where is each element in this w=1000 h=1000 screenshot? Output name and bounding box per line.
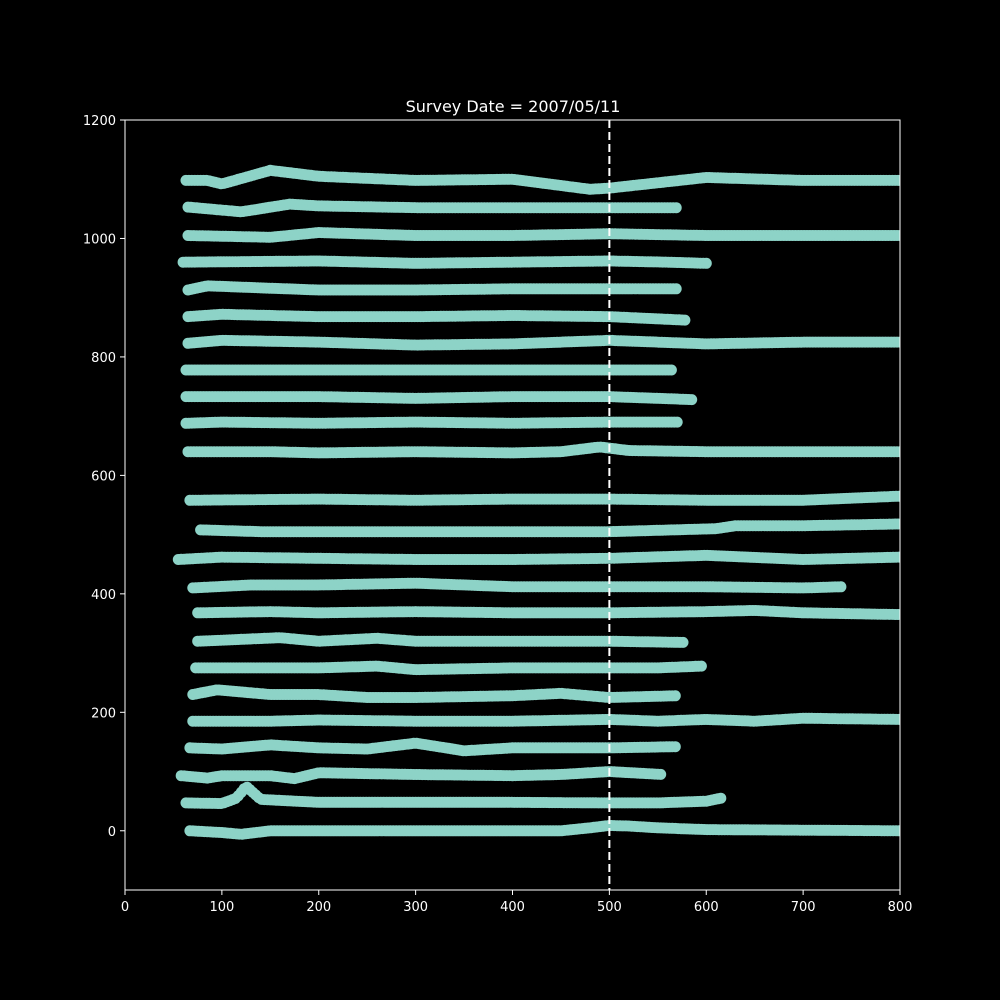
x-tick-label: 400 xyxy=(500,900,525,915)
scatter-point xyxy=(894,446,900,458)
scatter-series-track xyxy=(182,334,900,351)
y-tick-label: 1000 xyxy=(83,232,116,247)
scatter-series-track xyxy=(190,660,707,676)
scatter-point xyxy=(686,394,698,406)
axes: 0 100 200 300 400 500 600 700 800 0 200 400 600 800 10… xyxy=(83,114,913,915)
scatter-point xyxy=(894,230,900,241)
scatter-series-track xyxy=(180,364,677,376)
scatter-series-track xyxy=(192,605,900,620)
scatter-series-track xyxy=(180,164,900,195)
scatter-series-track xyxy=(187,684,681,703)
scatter-point xyxy=(695,660,707,672)
scatter-point xyxy=(670,283,682,295)
x-tick-label: 700 xyxy=(791,900,816,915)
y-tick-label: 600 xyxy=(91,469,116,484)
scatter-point xyxy=(669,690,681,702)
scatter-series-track xyxy=(172,549,900,565)
scatter-point xyxy=(893,825,900,837)
scatter-series-track xyxy=(182,308,691,326)
scatter-series-track xyxy=(180,781,727,809)
scatter-series-track xyxy=(187,712,900,727)
scatter-point xyxy=(835,581,847,593)
x-tick-label: 800 xyxy=(888,900,913,915)
scatter-series-track xyxy=(184,490,900,506)
scatter-series-track xyxy=(177,255,712,269)
scatter-point xyxy=(892,174,900,186)
x-tick-label: 600 xyxy=(694,900,719,915)
scatter-series-track xyxy=(184,737,681,757)
scatter-point xyxy=(893,713,900,725)
scatter-series-track xyxy=(195,518,900,538)
scatter-series-track xyxy=(192,632,689,648)
x-tick-label: 0 xyxy=(121,900,129,915)
scatter-point xyxy=(677,636,689,648)
y-tick-label: 400 xyxy=(91,588,116,603)
scatter-point xyxy=(671,416,683,428)
y-tick-label: 800 xyxy=(91,351,116,366)
scatter-series-track xyxy=(187,577,847,594)
scatter-point xyxy=(893,490,900,502)
scatter-series-track xyxy=(180,416,683,429)
scatter-point xyxy=(700,257,712,269)
y-tick-label: 0 xyxy=(108,825,116,840)
scatter-series-track xyxy=(184,820,900,840)
scatter-series-track xyxy=(182,280,682,296)
scatter-series-track xyxy=(182,198,682,218)
x-tick-label: 100 xyxy=(209,900,234,915)
chart-title: Survey Date = 2007/05/11 xyxy=(406,97,621,116)
scatter-point xyxy=(892,609,900,620)
scatter-point xyxy=(669,741,681,753)
scatter-point xyxy=(892,518,900,530)
scatter-series-track xyxy=(182,227,900,243)
scatter-point xyxy=(670,202,682,214)
scatter-point xyxy=(655,768,667,780)
scatter-point xyxy=(893,551,900,563)
scatter-point xyxy=(715,792,727,804)
y-tick-label: 1200 xyxy=(83,114,116,129)
scatter-series-track xyxy=(180,391,698,406)
y-tick-label: 200 xyxy=(91,706,116,721)
x-tick-label: 300 xyxy=(403,900,428,915)
x-tick-label: 200 xyxy=(306,900,331,915)
plot-area xyxy=(172,164,900,840)
x-tick-label: 500 xyxy=(597,900,622,915)
scatter-point xyxy=(894,336,900,348)
scatter-point xyxy=(679,314,691,326)
scatter-series-track xyxy=(175,766,667,785)
scatter-series-track xyxy=(182,441,900,459)
scatter-point xyxy=(665,364,677,376)
